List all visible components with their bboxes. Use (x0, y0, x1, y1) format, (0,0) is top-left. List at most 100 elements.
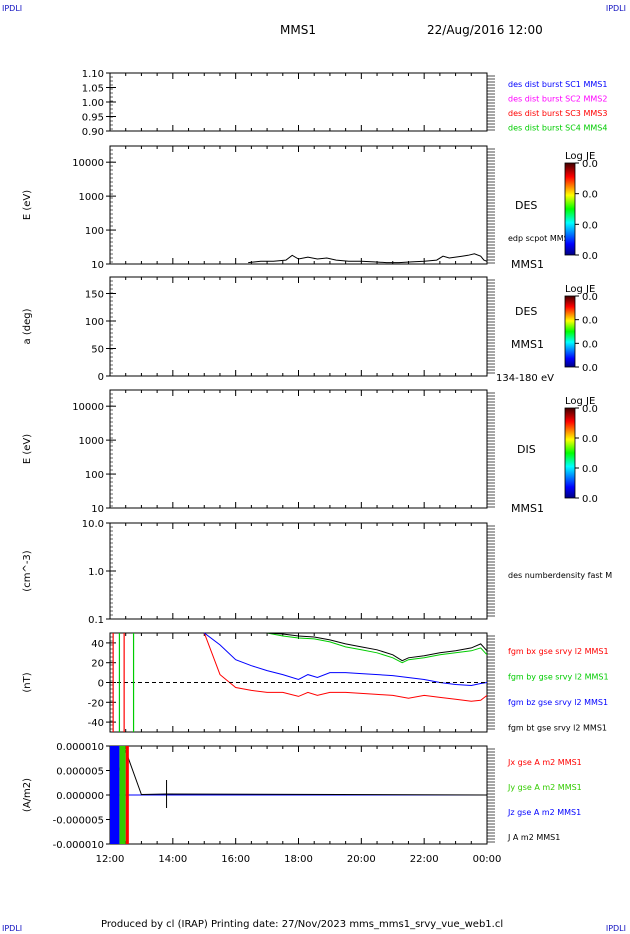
colorbar-tick-label: 0.0 (582, 190, 598, 201)
legend-entry: des dist burst SC3 MMS3 (508, 109, 607, 118)
y-tick-label: -0.000010 (53, 840, 104, 851)
y-axis-label: E (eV) (22, 434, 33, 464)
colorbar-tick-label: 0.0 (582, 339, 598, 350)
y-tick-label: 10 (91, 504, 104, 515)
colorbar (564, 407, 576, 499)
current-burst-block (119, 746, 126, 844)
panel-frame-5 (109, 522, 488, 620)
y-tick-label: 10.0 (82, 519, 104, 530)
x-tick-label: 16:00 (221, 854, 250, 865)
panel-frame-2 (109, 145, 488, 265)
colorbar-tick-label: 0.0 (582, 159, 598, 170)
panel-label: MMS1 (511, 338, 544, 351)
current-burst-block (110, 746, 120, 844)
panel-label: MMS1 (511, 502, 544, 515)
legend-entry: fgm bz gse srvy l2 MMS1 (508, 698, 608, 707)
footer-text: Produced by cl (IRAP) Printing date: 27/… (101, 919, 504, 930)
y-axis-label: (A/m2) (22, 778, 33, 812)
y-tick-label: 10000 (72, 158, 104, 169)
date-title: 22/Aug/2016 12:00 (427, 23, 543, 37)
y-tick-label: 10 (91, 260, 104, 271)
y-tick-label: -20 (88, 698, 104, 709)
colorbar-tick-label: 0.0 (582, 464, 598, 475)
colorbar-tick-label: 0.0 (582, 220, 598, 231)
y-tick-label: 10000 (72, 402, 104, 413)
legend-entry: J A m2 MMS1 (507, 833, 560, 842)
y-tick-label: 100 (85, 226, 104, 237)
corner-label-top-left: IPDLI (2, 4, 23, 13)
y-tick-label: 0 (98, 372, 104, 383)
panel-label: MMS1 (511, 258, 544, 271)
colorbar (564, 162, 576, 256)
y-tick-label: 0.000000 (56, 791, 104, 802)
panel-label: edp scpot MMS1 (508, 234, 574, 243)
series-line-fgm-by-gse-srvy-l2-mms1 (267, 632, 488, 664)
y-tick-label: 1.05 (82, 84, 104, 95)
y-axis-label: (cm^-3) (22, 550, 33, 591)
y-tick-label: 100 (85, 317, 104, 328)
y-tick-label: 0.000005 (56, 767, 104, 778)
panel-frame-4 (109, 389, 488, 509)
panel-label: DES (515, 305, 537, 318)
x-tick-label: 20:00 (347, 854, 376, 865)
legend-entry: Jx gse A m2 MMS1 (507, 758, 582, 767)
y-tick-label: 1.0 (88, 567, 104, 578)
x-tick-label: 12:00 (96, 854, 125, 865)
legend-entry: des dist burst SC4 MMS4 (508, 124, 607, 133)
colorbar-title: Log JE (565, 284, 595, 295)
colorbar-tick-label: 0.0 (582, 434, 598, 445)
panel-label: des numberdensity fast M (508, 571, 612, 580)
y-tick-label: 150 (85, 290, 104, 301)
x-tick-label: 00:00 (473, 854, 502, 865)
panel-label: DIS (517, 443, 536, 456)
y-tick-label: 1000 (79, 192, 104, 203)
legend-entry: Jy gse A m2 MMS1 (507, 783, 582, 792)
spacecraft-title: MMS1 (280, 23, 316, 37)
y-tick-label: 0 (98, 679, 104, 690)
legend-entry: des dist burst SC2 MMS2 (508, 95, 607, 104)
y-axis-label: (nT) (22, 672, 33, 692)
series-line-fgm-bt-gse-srvy-l2-mms1 (267, 632, 488, 662)
y-tick-label: 0.1 (88, 615, 104, 626)
y-tick-label: -40 (88, 718, 104, 729)
legend-entry: Jz gse A m2 MMS1 (507, 808, 581, 817)
colorbar-tick-label: 0.0 (582, 251, 598, 262)
colorbar-tick-label: 0.0 (582, 316, 598, 327)
colorbar-tick-label: 0.0 (582, 404, 598, 415)
y-axis-label: E (eV) (22, 190, 33, 220)
legend-entry: fgm by gse srvy l2 MMS1 (508, 673, 609, 682)
panel-label: DES (515, 199, 537, 212)
series-line-edp-scpot-mms1 (248, 253, 488, 264)
y-tick-label: 40 (91, 639, 104, 650)
y-tick-label: 1000 (79, 436, 104, 447)
colorbar (564, 295, 576, 368)
corner-label-top-right: IPDLI (605, 4, 626, 13)
y-tick-label: 1.10 (82, 69, 104, 80)
colorbar-tick-label: 0.0 (582, 292, 598, 303)
y-tick-label: 0.000010 (56, 742, 104, 753)
y-tick-label: -0.000005 (53, 816, 104, 827)
panel-label: 134-180 eV (496, 373, 554, 384)
panel-frame-3 (109, 276, 488, 377)
colorbar-tick-label: 0.0 (582, 363, 598, 374)
y-tick-label: 100 (85, 470, 104, 481)
y-tick-label: 0.95 (82, 113, 104, 124)
x-tick-label: 22:00 (410, 854, 439, 865)
y-tick-label: 1.00 (82, 98, 104, 109)
legend-entry: fgm bt gse srvy l2 MMS1 (508, 724, 607, 733)
y-tick-label: 0.90 (82, 127, 104, 138)
corner-label-bottom-left: IPDLI (2, 924, 23, 933)
y-tick-label: 50 (91, 345, 104, 356)
colorbar-title: Log JE (565, 151, 595, 162)
series-line-fgm-bx-gse-srvy-l2-mms1 (203, 632, 488, 702)
series-line-fgm-bz-gse-srvy-l2-mms1 (203, 632, 488, 687)
y-axis-label: a (deg) (22, 308, 33, 344)
y-tick-label: 20 (91, 659, 104, 670)
x-tick-label: 14:00 (158, 854, 187, 865)
x-tick-label: 18:00 (284, 854, 313, 865)
corner-label-bottom-right: IPDLI (605, 924, 626, 933)
current-burst-block (125, 746, 129, 844)
colorbar-title: Log JE (565, 396, 595, 407)
legend-entry: fgm bx gse srvy l2 MMS1 (508, 647, 609, 656)
